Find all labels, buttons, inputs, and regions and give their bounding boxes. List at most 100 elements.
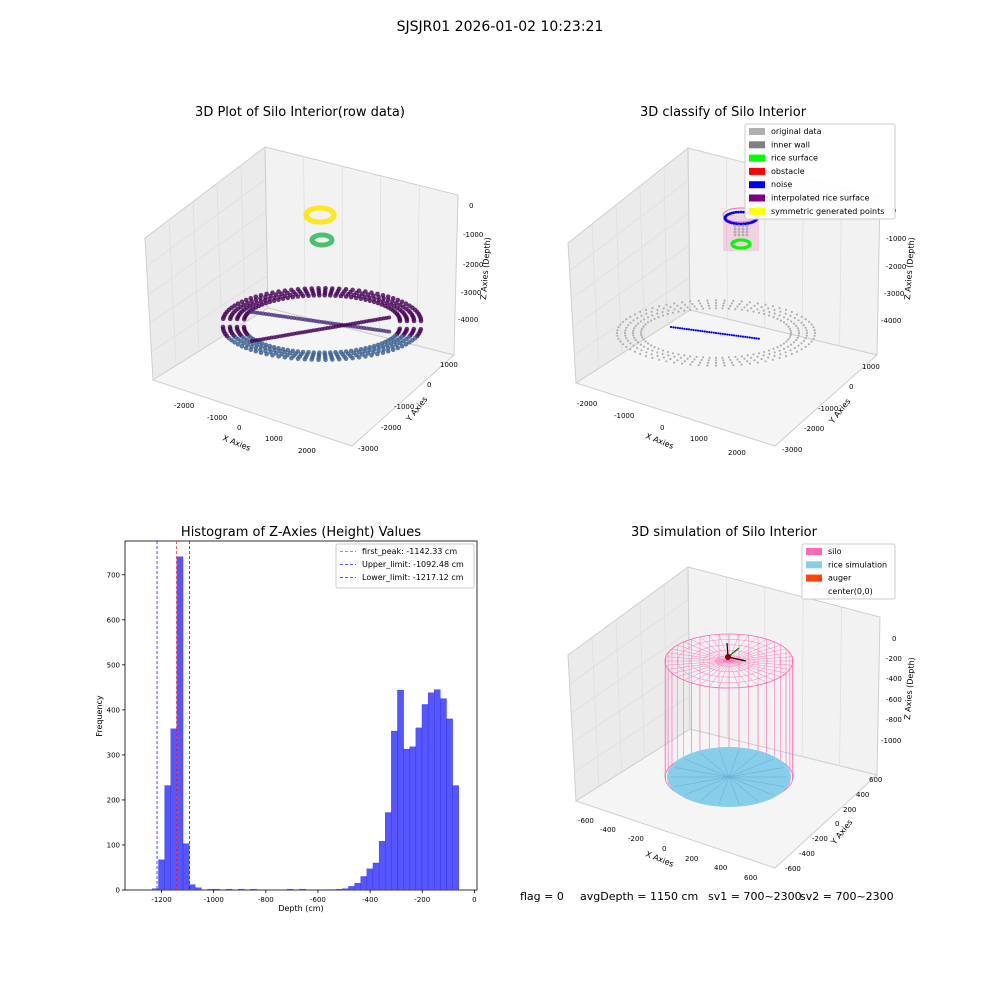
classify-point-original <box>800 321 803 324</box>
classify-point-original <box>707 304 710 307</box>
sim-z-tick: -800 <box>886 716 902 724</box>
hist-bar <box>391 730 398 891</box>
classify-point-original <box>689 363 692 366</box>
classify-point-original <box>773 308 776 312</box>
classify-point-noise <box>732 334 736 337</box>
classify-point-original <box>778 314 781 317</box>
raw-point <box>316 286 321 291</box>
classify-point-original <box>634 339 637 342</box>
silo-roof-spoke <box>728 660 767 684</box>
silo-roof-spoke <box>677 644 730 662</box>
classify-point-original <box>640 334 643 337</box>
classify-point-original <box>707 361 710 364</box>
classify-point-original <box>762 354 765 357</box>
classify-z-tick: -3000 <box>884 290 904 298</box>
raw-point <box>350 355 355 361</box>
classify-point-original <box>699 361 702 364</box>
classify-point-original <box>812 337 815 340</box>
classify-point-original <box>771 358 774 361</box>
raw-point <box>309 286 315 291</box>
panel-histogram: Histogram of Z-Axies (Height) Values -12… <box>95 525 478 913</box>
raw-point <box>385 345 391 351</box>
raw-point <box>253 294 259 300</box>
classify-point-original <box>763 312 766 316</box>
classify-point-noise <box>685 328 688 331</box>
classify-point-original <box>616 334 619 337</box>
classify-point-noise <box>712 331 715 334</box>
sim-z-tick: -600 <box>886 696 902 704</box>
hist-x-tick-label: -400 <box>362 896 378 904</box>
classify-point-original <box>804 326 807 329</box>
classify-point-original <box>760 357 763 361</box>
classify-point-original <box>636 316 639 320</box>
classify-point-original <box>697 364 700 367</box>
hist-x-tick-label: -800 <box>258 896 274 904</box>
classify-point-noise <box>710 331 713 334</box>
hist-bar <box>250 888 257 891</box>
classify-y-tick: 1000 <box>862 363 880 371</box>
classify-point-original <box>722 359 725 362</box>
classify-point-original <box>789 314 792 317</box>
classify-point-original <box>666 312 669 316</box>
raw-z-tick: -3000 <box>461 289 481 297</box>
raw-point <box>323 357 328 363</box>
classify-point-noise <box>735 334 738 337</box>
classify-point-original <box>629 315 632 318</box>
raw-z-tick: -2000 <box>463 261 483 269</box>
classify-point-original <box>656 354 659 358</box>
sim-z-tick: -1000 <box>881 737 901 745</box>
classify-point-original <box>773 312 776 315</box>
raw-point <box>253 349 259 354</box>
raw-x-ticks: -2000 -1000 0 1000 2000 <box>174 402 316 455</box>
classify-point-original <box>741 227 745 231</box>
raw-point <box>403 301 409 307</box>
raw-point <box>302 286 308 292</box>
legend-label: original data <box>771 127 822 136</box>
classify-point-original <box>651 349 654 352</box>
raw-point <box>371 299 377 305</box>
raw-point <box>385 349 391 354</box>
classify-point-original <box>740 308 743 311</box>
raw-point <box>404 316 410 322</box>
raw-point <box>241 324 247 330</box>
classify-point-original <box>784 351 787 354</box>
raw-point <box>235 342 241 347</box>
classify-point-original <box>658 305 661 308</box>
classify-point-original <box>676 304 679 307</box>
classify-point-original <box>695 308 698 311</box>
classify-point-original <box>636 341 640 344</box>
classify-point-original <box>669 305 672 309</box>
classify-point-original <box>639 331 643 335</box>
classify-point-noise <box>699 329 702 332</box>
classify-point-original <box>771 305 774 308</box>
classify-point-original <box>734 355 737 358</box>
classify-point-original <box>756 308 759 311</box>
hist-bar <box>440 698 447 891</box>
classify-point-original <box>797 334 800 337</box>
classify-point-noise <box>694 329 697 332</box>
classify-point-original <box>625 337 628 340</box>
raw-point <box>343 356 349 362</box>
classify-point-noise <box>714 331 718 335</box>
classify-point-noise <box>746 336 749 339</box>
classify-point-original <box>707 359 710 362</box>
hist-bar <box>452 785 459 891</box>
classify-point-original <box>646 347 650 350</box>
classify-point-original <box>784 312 787 315</box>
raw-point <box>350 287 355 293</box>
classify-point-original <box>767 314 771 317</box>
legend-swatch <box>806 574 822 582</box>
classify-point-original <box>785 323 788 326</box>
raw-point <box>271 345 277 350</box>
classify-point-original <box>764 360 767 363</box>
classify-point-original <box>804 318 807 321</box>
raw-point <box>258 293 264 298</box>
raw-y-tick: -2000 <box>381 424 401 432</box>
classify-point-noise <box>728 333 731 336</box>
classify-point-original <box>686 357 689 360</box>
hist-x-label: Depth (cm) <box>278 904 323 913</box>
classify-point-original <box>733 227 737 231</box>
sim-y-tick: -400 <box>799 850 815 858</box>
raw-x-tick: -2000 <box>174 402 194 410</box>
hist-bar <box>188 884 196 891</box>
